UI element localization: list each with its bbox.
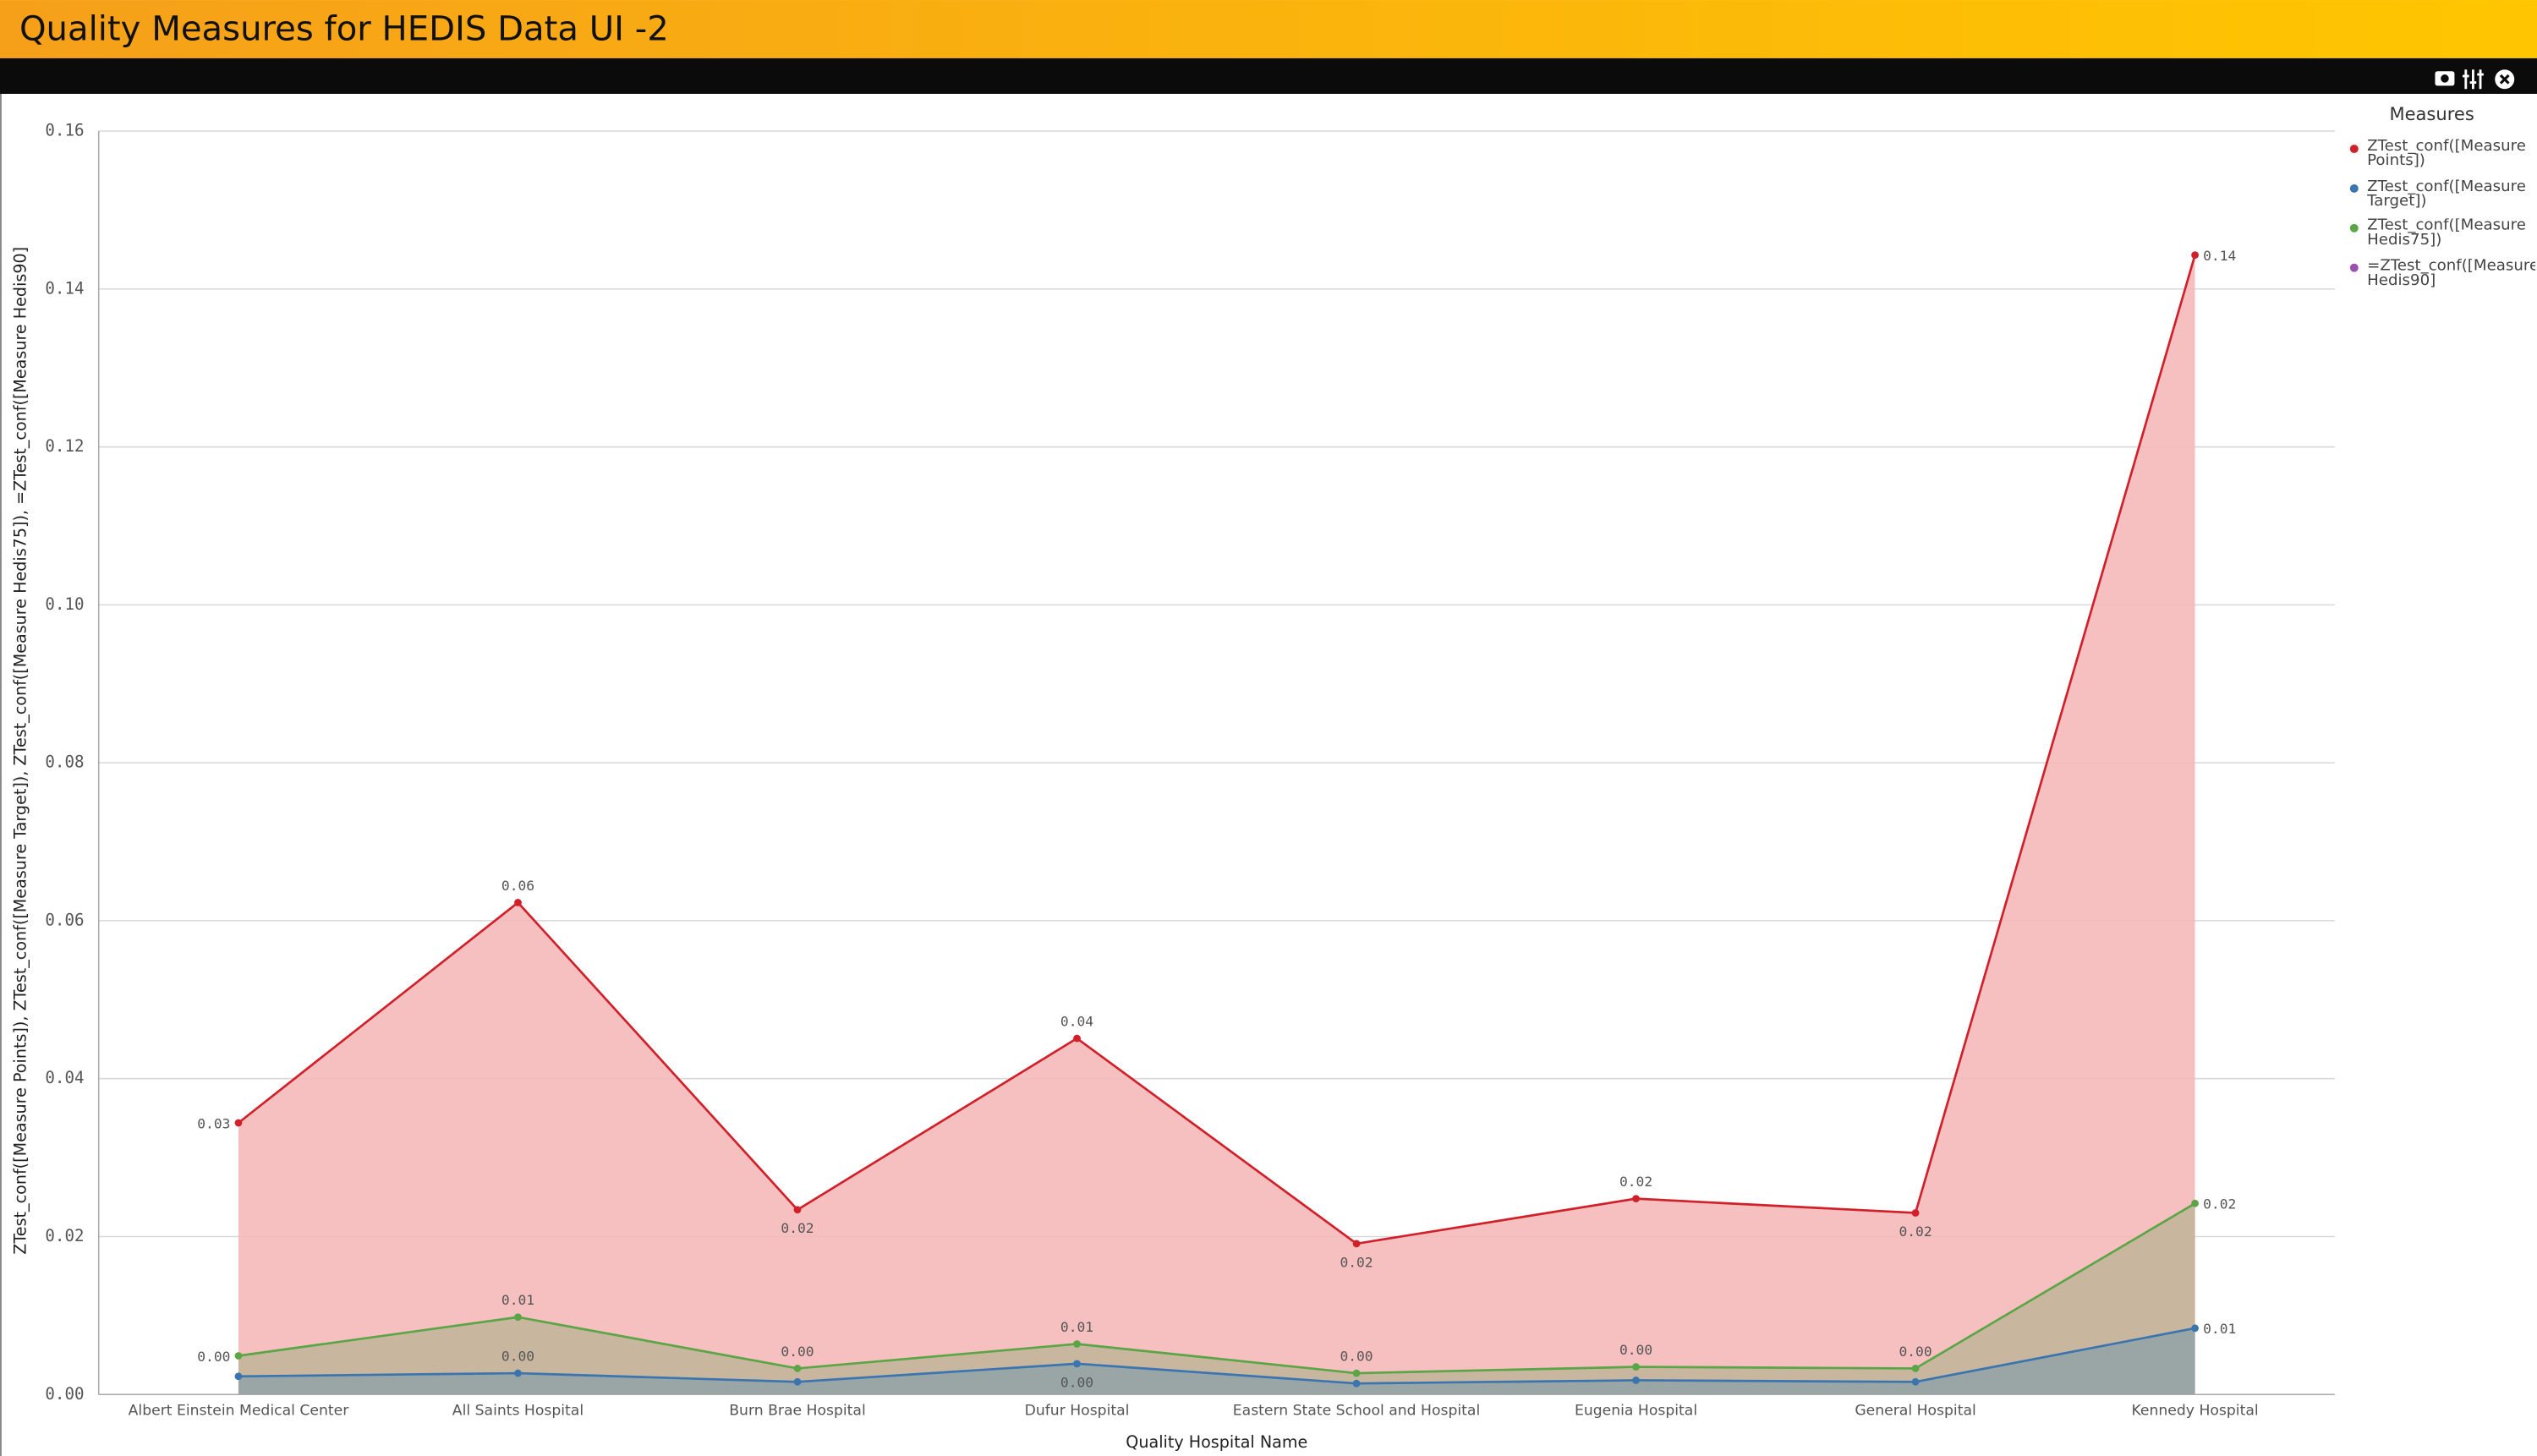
legend-title: Measures [2389, 103, 2474, 124]
data-label: 0.00 [1619, 1342, 1652, 1358]
legend-label: ZTest_conf([Measure Points]) [2367, 139, 2526, 170]
legend-marker [2349, 263, 2359, 272]
data-point [2191, 251, 2199, 260]
data-label: 0.00 [197, 1349, 230, 1365]
data-point [234, 1372, 243, 1381]
camera-button[interactable] [2435, 71, 2455, 86]
data-point [793, 1206, 802, 1214]
legend-marker [2349, 183, 2359, 193]
data-label: 0.00 [781, 1344, 814, 1360]
y-tick-label: 0.10 [45, 594, 84, 614]
y-axis-title: ZTest_conf([Measure Points]), ZTest_conf… [10, 247, 30, 1255]
data-point [1632, 1195, 1640, 1203]
x-tick-label: Dufur Hospital [1025, 1402, 1130, 1419]
data-label: 0.02 [781, 1220, 814, 1236]
header-bar [0, 0, 2537, 58]
legend-entry: ZTest_conf([Measure Points]) [2367, 139, 2526, 170]
y-tick-label: 0.08 [45, 753, 84, 772]
legend-label: ZTest_conf([Measure Hedis75]) [2367, 218, 2526, 249]
legend-entry: =ZTest_conf([Measure Hedis90] [2367, 258, 2536, 289]
data-label: 0.03 [197, 1115, 230, 1131]
y-tick-label: 0.02 [45, 1226, 84, 1245]
data-label: 0.02 [1899, 1223, 1932, 1240]
legend-label: ZTest_conf([Measure Target]) [2367, 178, 2526, 210]
data-label: 0.00 [1060, 1374, 1093, 1390]
data-label: 0.06 [501, 878, 534, 894]
y-tick-label: 0.00 [45, 1384, 84, 1404]
data-point [514, 1369, 522, 1377]
series-line [238, 255, 2196, 1245]
settings-button[interactable] [2462, 69, 2484, 90]
data-point [514, 1313, 522, 1322]
y-tick-label: 0.14 [45, 278, 84, 298]
data-point [1352, 1379, 1361, 1388]
data-point [1352, 1240, 1361, 1248]
data-label: 0.00 [1899, 1344, 1932, 1360]
data-point [1632, 1377, 1640, 1384]
data-point [234, 1119, 243, 1127]
data-point [1911, 1365, 1920, 1372]
legend-entry: ZTest_conf([Measure Target]) [2367, 178, 2526, 210]
x-tick-label: General Hospital [1855, 1402, 1975, 1419]
close-button[interactable] [2495, 69, 2515, 90]
x-tick-label: Kennedy Hospital [2131, 1402, 2258, 1419]
data-label: 0.01 [2203, 1321, 2236, 1337]
data-point [1073, 1034, 1081, 1043]
data-label: 0.00 [501, 1348, 534, 1364]
series-line [238, 1327, 2195, 1385]
data-point [2191, 1199, 2199, 1207]
legend-marker [2349, 223, 2359, 233]
x-axis-title: Quality Hospital Name [1126, 1432, 1307, 1452]
data-point [793, 1365, 802, 1372]
y-tick-label: 0.04 [45, 1068, 84, 1087]
data-point [1352, 1369, 1361, 1377]
x-tick-label: Albert Einstein Medical Center [129, 1402, 350, 1419]
x-tick-label: Burn Brae Hospital [729, 1402, 866, 1419]
x-tick-label: Eastern State School and Hospital [1233, 1402, 1480, 1419]
data-label: 0.02 [1340, 1254, 1373, 1270]
series-line [238, 1202, 2196, 1375]
data-point [234, 1352, 243, 1360]
data-point [793, 1377, 802, 1386]
y-tick-label: 0.06 [45, 910, 84, 929]
legend-marker [2349, 145, 2359, 154]
y-tick-label: 0.16 [45, 121, 84, 140]
y-tick-label: 0.12 [45, 436, 84, 456]
data-label: 0.02 [1619, 1174, 1652, 1190]
data-point [1632, 1363, 1640, 1371]
page-title: Quality Measures for HEDIS Data UI -2 [19, 9, 669, 48]
area-fill [238, 255, 2195, 1395]
data-point [2191, 1324, 2199, 1333]
x-tick-label: All Saints Hospital [452, 1402, 584, 1419]
data-point [514, 899, 522, 906]
area-fill [238, 1327, 2195, 1395]
data-label: 0.14 [2203, 248, 2236, 264]
data-point [1073, 1360, 1081, 1368]
data-point [1911, 1209, 1920, 1217]
legend-entry: ZTest_conf([Measure Hedis75]) [2367, 218, 2526, 249]
data-point [1073, 1340, 1081, 1348]
data-label: 0.00 [1340, 1348, 1373, 1364]
data-label: 0.02 [2203, 1196, 2236, 1212]
toolbar [0, 57, 2537, 94]
data-label: 0.01 [501, 1292, 534, 1308]
data-point [1911, 1377, 1920, 1386]
data-label: 0.01 [1060, 1319, 1093, 1335]
data-label: 0.04 [1060, 1013, 1093, 1029]
legend-label: =ZTest_conf([Measure Hedis90] [2367, 258, 2536, 289]
x-tick-label: Eugenia Hospital [1575, 1402, 1697, 1419]
